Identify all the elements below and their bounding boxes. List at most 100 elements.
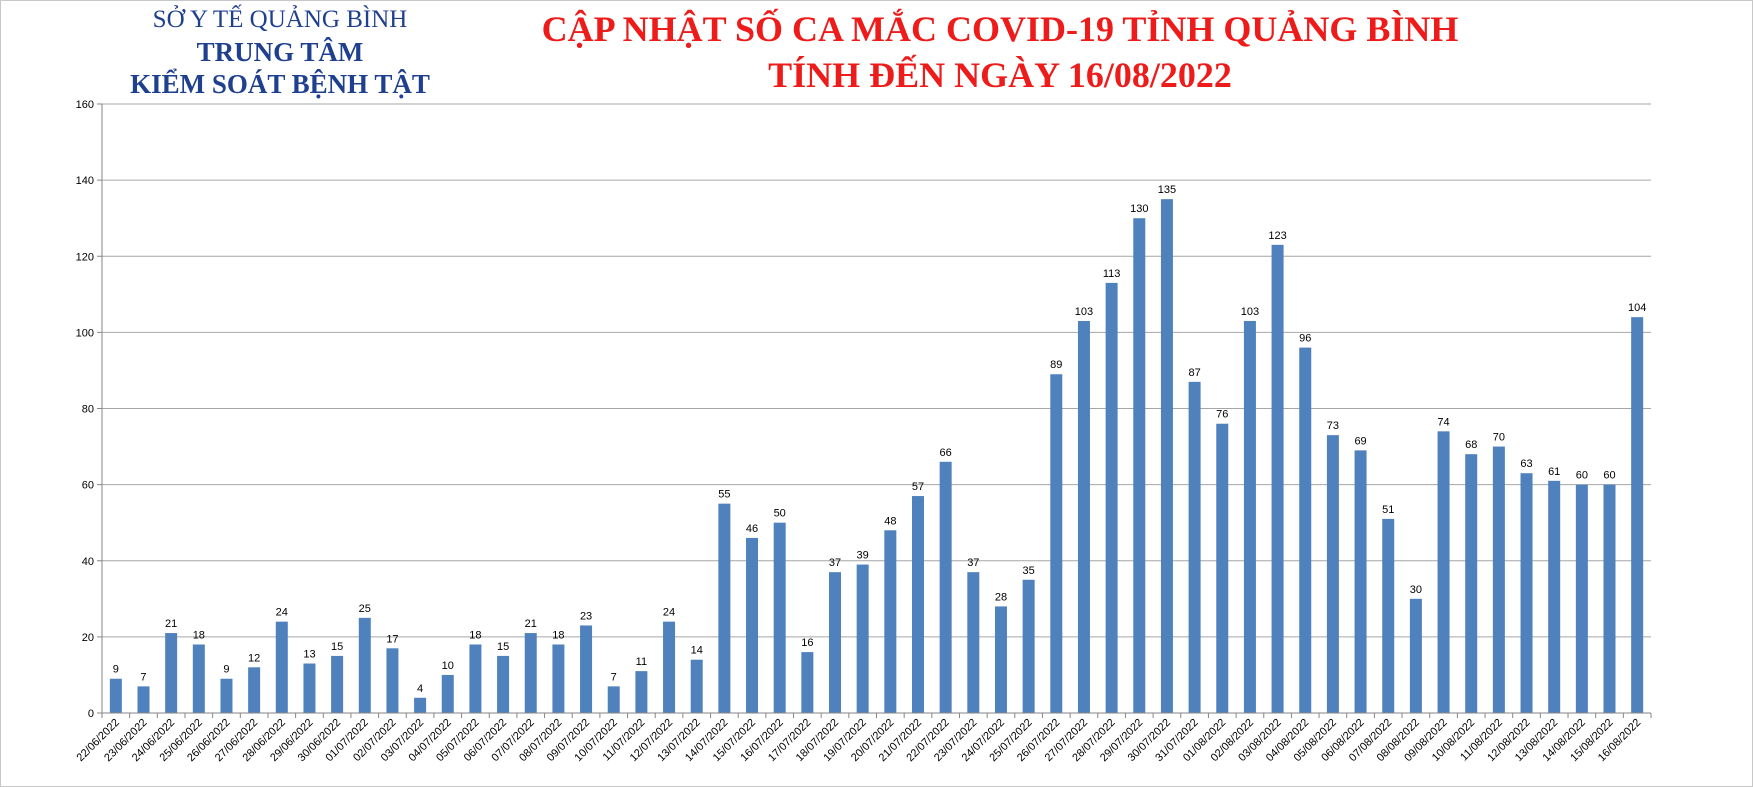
data-label: 60 [1603,470,1615,482]
bar [884,530,897,713]
data-label: 123 [1268,230,1286,242]
data-label: 21 [525,618,537,630]
bar [580,625,593,713]
bar [1575,484,1588,713]
data-label: 9 [113,664,119,676]
bar [1243,320,1256,713]
bar [331,655,344,713]
data-label: 12 [248,652,260,664]
data-label: 60 [1576,470,1588,482]
y-tick-label: 140 [76,175,94,187]
data-label: 10 [442,660,454,672]
bar [1133,218,1146,713]
bar [967,572,980,713]
bars [109,199,1644,714]
x-axis-ticks: 22/06/202223/06/202224/06/202225/06/2022… [75,713,1652,764]
data-label: 18 [552,629,564,641]
data-label: 89 [1050,359,1062,371]
bar [248,667,261,713]
data-label: 55 [718,489,730,501]
data-label: 35 [1023,565,1035,577]
chart-title-line1: CẬP NHẬT SỐ CA MẮC COVID-19 TỈNH QUẢNG B… [541,9,1459,49]
bar [1354,450,1367,713]
bar [801,652,814,713]
bar [441,674,454,713]
bar [1216,423,1229,713]
bar [1437,431,1450,713]
data-label: 63 [1520,458,1532,470]
bar [939,461,952,713]
bar [1409,598,1422,713]
data-label: 21 [165,618,177,630]
org-department: SỞ Y TẾ QUẢNG BÌNH [152,6,408,33]
data-label: 130 [1130,203,1148,215]
data-label: 74 [1437,416,1449,428]
data-label: 28 [995,591,1007,603]
bar [1492,446,1505,713]
data-label: 87 [1188,367,1200,379]
data-label: 37 [967,557,979,569]
data-label: 76 [1216,409,1228,421]
data-label: 23 [580,610,592,622]
bar [1465,454,1478,713]
bar [414,697,427,713]
data-label: 7 [611,671,617,683]
data-label: 13 [303,649,315,661]
data-label: 15 [497,641,509,653]
bar [1520,473,1533,713]
data-label: 24 [276,607,288,619]
bar [165,633,178,713]
bar [303,663,316,713]
data-label: 70 [1493,432,1505,444]
data-label: 69 [1354,435,1366,447]
data-label: 50 [774,508,786,520]
data-labels: 9 7 21 18 9 12 24 13 15 25 17 4 10 18 15 21 18 23 7 11 24 14 5… [113,184,1647,695]
data-label: 37 [829,557,841,569]
bar [690,659,703,713]
org-center: TRUNG TÂM [196,37,364,67]
chart-title-line2: TÍNH ĐẾN NGÀY 16/08/2022 [768,55,1232,95]
bar [1548,480,1561,713]
bar [386,648,399,713]
bar [1105,282,1118,713]
data-label: 113 [1103,268,1121,280]
bar [524,633,537,713]
bar [1382,518,1395,713]
data-label: 24 [663,607,675,619]
data-label: 61 [1548,466,1560,478]
data-label: 39 [857,550,869,562]
bar [1326,435,1339,713]
data-label: 103 [1075,306,1093,318]
bar [1160,199,1173,713]
data-label: 18 [193,629,205,641]
chart-title: CẬP NHẬT SỐ CA MẮC COVID-19 TỈNH QUẢNG B… [460,6,1540,98]
y-tick-label: 80 [82,404,94,416]
bar [1271,244,1284,714]
y-tick-label: 0 [88,708,94,720]
gridlines [102,103,1651,638]
bar [635,671,648,713]
bar [994,606,1007,713]
bar [911,496,924,713]
data-label: 7 [140,671,146,683]
data-label: 51 [1382,504,1394,516]
bar [663,621,676,713]
bar [1022,579,1035,713]
y-tick-label: 40 [82,556,94,568]
data-label: 14 [691,645,703,657]
bar [1050,374,1063,713]
y-tick-label: 20 [82,632,94,644]
data-label: 46 [746,523,758,535]
bar [856,564,869,713]
y-tick-label: 160 [76,99,94,111]
bar [220,678,233,713]
bar [109,678,122,713]
bar [358,617,371,713]
data-label: 104 [1628,302,1646,314]
data-label: 15 [331,641,343,653]
y-tick-label: 100 [76,327,94,339]
y-tick-label: 60 [82,480,94,492]
data-label: 135 [1158,184,1176,196]
bar [607,686,620,713]
bar [497,655,510,713]
